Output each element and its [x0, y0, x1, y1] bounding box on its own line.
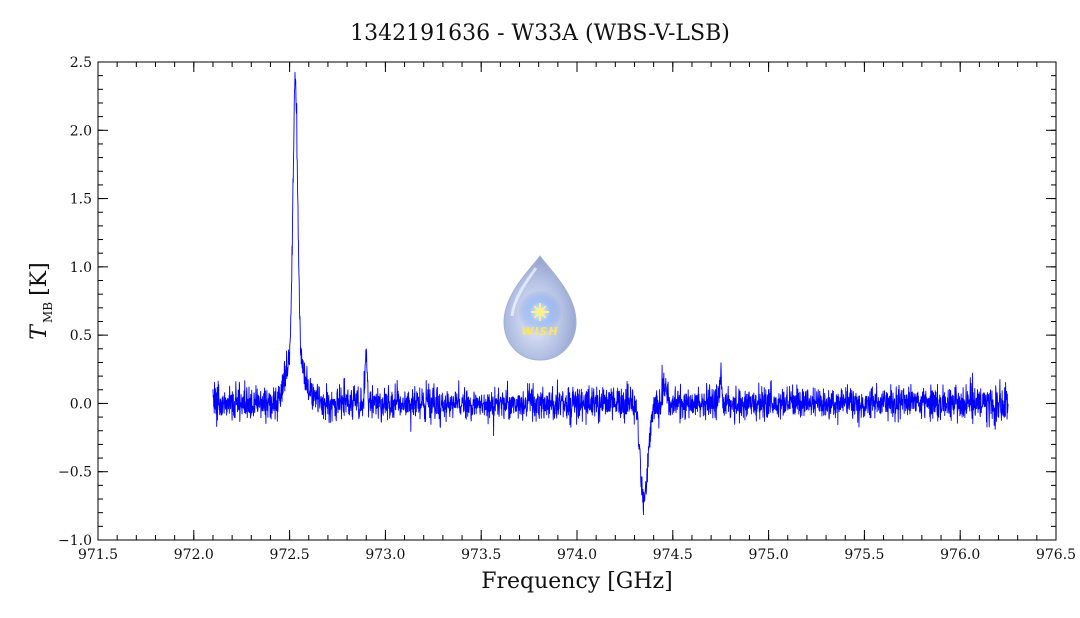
y-tick-label: 2.5 [70, 55, 92, 71]
y-tick-label: 0.0 [70, 396, 92, 412]
x-tick-label: 973.5 [461, 547, 501, 563]
axis-ticks [97, 61, 1057, 541]
y-axis-label-unit: [K] [27, 262, 52, 296]
x-tick-label: 973.0 [365, 547, 405, 563]
x-tick-label: 972.0 [174, 547, 214, 563]
x-axis-label: Frequency [GHz] [481, 569, 673, 594]
y-tick-label: 0.5 [70, 328, 92, 344]
series-line [212, 71, 1009, 516]
axis-tick-labels: 971.5 972.0 972.5 973.0 973.5 974.0 974.5 975.0… [58, 55, 1076, 563]
logo-text: WISH [521, 325, 558, 338]
x-tick-label: 974.5 [653, 547, 693, 563]
x-tick-label: 975.5 [844, 547, 884, 563]
y-tick-label: −1.0 [58, 533, 92, 549]
x-tick-label: 972.5 [270, 547, 310, 563]
star-icon [531, 303, 549, 321]
y-axis-label: TMB [K] [27, 262, 55, 339]
plot-area: 971.5 972.0 972.5 973.0 973.5 974.0 974.5 975.0… [58, 55, 1076, 563]
chart-title: 1342191636 - W33A (WBS-V-LSB) [350, 21, 730, 46]
svg-text:TMB[K]: TMB [K] [27, 262, 55, 339]
y-tick-label: −0.5 [58, 465, 92, 481]
x-tick-label: 974.0 [557, 547, 597, 563]
y-axis-label-symbol: T [27, 323, 52, 340]
y-axis-label-subscript: MB [41, 302, 55, 323]
x-tick-label: 975.0 [749, 547, 789, 563]
x-tick-label: 976.0 [940, 547, 980, 563]
x-tick-label: 971.5 [78, 547, 118, 563]
x-tick-label: 976.5 [1036, 547, 1076, 563]
y-tick-label: 1.5 [70, 192, 92, 208]
axes-frame [97, 61, 1057, 541]
wish-logo: WISH [503, 255, 577, 361]
y-tick-label: 1.0 [70, 260, 92, 276]
y-tick-label: 2.0 [70, 123, 92, 139]
